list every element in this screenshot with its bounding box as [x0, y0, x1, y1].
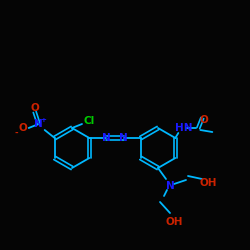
Text: HN: HN	[174, 123, 192, 133]
Text: OH: OH	[199, 178, 217, 188]
Text: N: N	[34, 119, 43, 129]
Text: OH: OH	[165, 217, 183, 227]
Text: O: O	[30, 103, 39, 113]
Text: Cl: Cl	[84, 116, 94, 126]
Text: N: N	[102, 133, 111, 143]
Text: O: O	[200, 115, 209, 125]
Text: N: N	[166, 181, 174, 191]
Text: N: N	[119, 133, 128, 143]
Text: +: +	[41, 117, 46, 123]
Text: O: O	[18, 123, 27, 133]
Text: -: -	[15, 128, 18, 138]
